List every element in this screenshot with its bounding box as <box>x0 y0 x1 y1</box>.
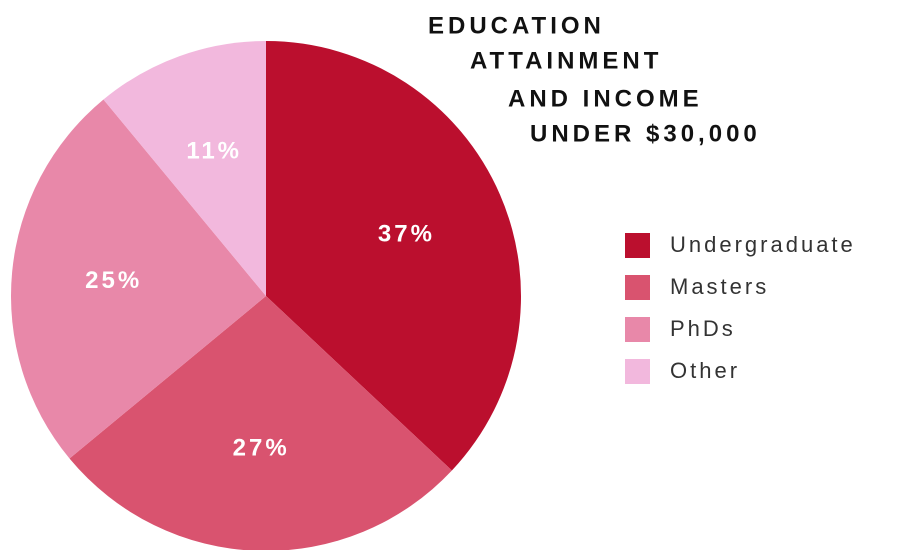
pie-slice <box>103 41 267 296</box>
pie-slice <box>69 296 452 550</box>
pie-slice <box>266 41 521 471</box>
legend-swatch <box>625 359 650 384</box>
legend-swatch <box>625 233 650 258</box>
data-label: 37% <box>378 221 435 248</box>
legend-label: Other <box>670 358 740 383</box>
data-label: 25% <box>85 267 142 294</box>
pie-slice <box>10 99 266 459</box>
chart-title: AND INCOME <box>508 85 703 112</box>
legend-swatch <box>625 275 650 300</box>
legend-label: Undergraduate <box>670 232 856 257</box>
data-label: 27% <box>233 434 290 461</box>
chart-title: ATTAINMENT <box>470 47 662 74</box>
legend-label: PhDs <box>670 316 736 341</box>
chart-title: EDUCATION <box>428 12 605 39</box>
legend-swatch <box>625 317 650 342</box>
chart-title: UNDER $30,000 <box>530 120 761 147</box>
legend-label: Masters <box>670 274 769 299</box>
data-label: 11% <box>186 137 242 164</box>
